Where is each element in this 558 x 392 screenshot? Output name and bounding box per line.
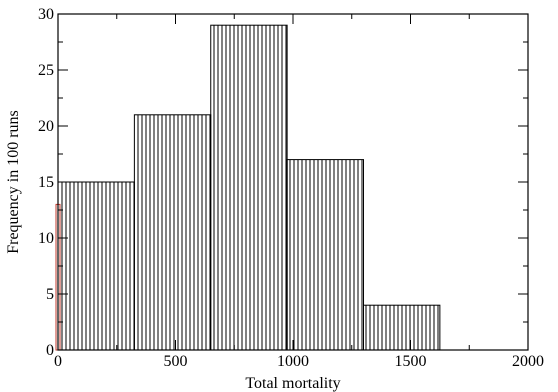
x-tick-label-2000: 2000 <box>512 353 544 370</box>
y-tick-label-25: 25 <box>38 62 54 79</box>
y-tick-label-10: 10 <box>38 230 54 247</box>
y-tick-label-5: 5 <box>46 286 54 303</box>
histogram-bar-5 <box>363 304 441 351</box>
x-tick-label-500: 500 <box>164 353 188 370</box>
y-tick-label-20: 20 <box>38 118 54 135</box>
y-tick-label-15: 15 <box>38 174 54 191</box>
y-axis-title: Frequency in 100 runs <box>5 110 22 254</box>
y-tick-label-0: 0 <box>46 342 54 359</box>
x-tick-label-0: 0 <box>54 353 62 370</box>
y-tick-label-30: 30 <box>38 6 54 23</box>
bars-group <box>55 24 441 351</box>
histogram-bar-2 <box>133 114 212 351</box>
tick-labels-group: 0 500 1000 1500 2000 0 5 10 15 20 25 30 <box>38 6 544 370</box>
histogram-bar-1 <box>57 181 135 351</box>
histogram-bar-4 <box>286 159 364 351</box>
x-tick-label-1500: 1500 <box>395 353 427 370</box>
x-tick-label-1000: 1000 <box>277 353 309 370</box>
x-axis-title: Total mortality <box>245 375 340 392</box>
histogram-bar-3 <box>210 24 288 351</box>
plot-frame <box>57 13 529 351</box>
